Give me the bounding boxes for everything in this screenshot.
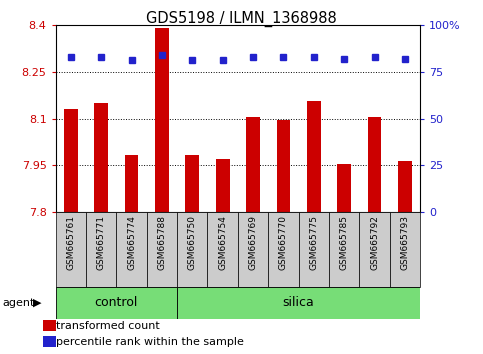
Text: GSM665750: GSM665750 [188,215,197,270]
FancyBboxPatch shape [56,287,177,319]
FancyBboxPatch shape [177,212,208,287]
Bar [185,155,199,212]
FancyBboxPatch shape [359,212,390,287]
Bar [155,28,169,212]
Bar [307,101,321,212]
FancyBboxPatch shape [56,212,86,287]
FancyBboxPatch shape [147,212,177,287]
Bar [398,161,412,212]
Text: GSM665771: GSM665771 [97,215,106,270]
Text: GSM665775: GSM665775 [309,215,318,270]
Bar [94,103,108,212]
Text: GSM665754: GSM665754 [218,215,227,269]
Bar [64,109,78,212]
Text: GSM665785: GSM665785 [340,215,349,270]
Text: GSM665792: GSM665792 [370,215,379,269]
Text: GSM665770: GSM665770 [279,215,288,270]
Bar [277,120,290,212]
Text: percentile rank within the sample: percentile rank within the sample [56,337,243,347]
FancyBboxPatch shape [208,212,238,287]
Text: GSM665774: GSM665774 [127,215,136,269]
Text: GDS5198 / ILMN_1368988: GDS5198 / ILMN_1368988 [146,11,337,27]
Bar [246,117,260,212]
Bar [338,164,351,212]
FancyBboxPatch shape [116,212,147,287]
Bar [368,117,382,212]
Text: agent: agent [2,298,35,308]
Text: silica: silica [283,296,314,309]
Text: GSM665761: GSM665761 [66,215,75,270]
Text: transformed count: transformed count [56,321,159,331]
Bar [216,159,229,212]
FancyBboxPatch shape [268,212,298,287]
Text: control: control [95,296,138,309]
FancyBboxPatch shape [298,212,329,287]
FancyBboxPatch shape [329,212,359,287]
FancyBboxPatch shape [86,212,116,287]
Bar [125,155,138,212]
Text: GSM665788: GSM665788 [157,215,167,270]
Text: GSM665769: GSM665769 [249,215,257,270]
FancyBboxPatch shape [390,212,420,287]
FancyBboxPatch shape [177,287,420,319]
Text: GSM665793: GSM665793 [400,215,410,270]
FancyBboxPatch shape [238,212,268,287]
Text: ▶: ▶ [33,298,42,308]
